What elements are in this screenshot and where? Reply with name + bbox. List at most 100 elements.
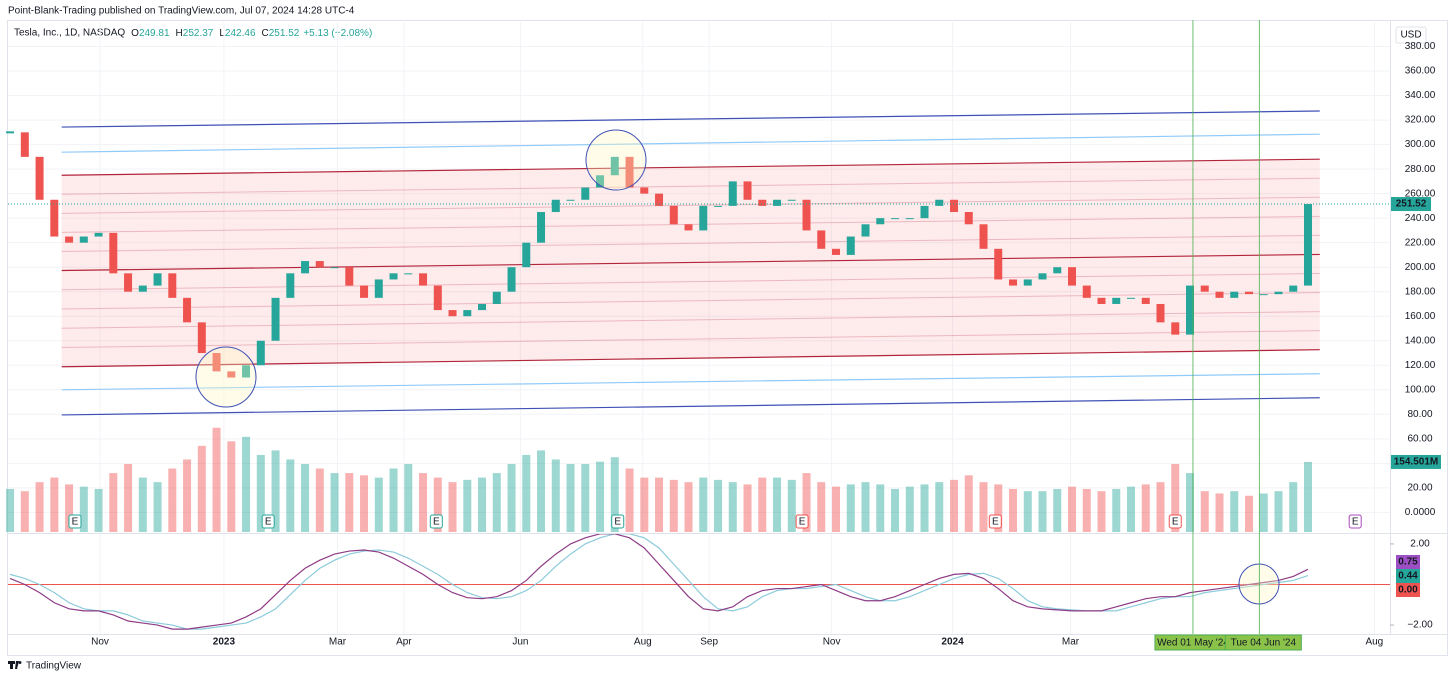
earnings-marker [795, 514, 809, 529]
volume-bar [345, 473, 354, 532]
volume-bar [330, 473, 339, 532]
osc-tick-label: −2.00 [1407, 620, 1433, 631]
y-tick-label: 200.00 [1405, 262, 1436, 273]
candle [404, 273, 413, 275]
candle [714, 205, 723, 207]
crosshair-label-box [1224, 634, 1302, 651]
x-tick-label: Mar [1062, 637, 1080, 648]
candle [876, 218, 885, 225]
volume-bar [374, 477, 383, 532]
candle [655, 193, 664, 206]
volume-bar [6, 488, 15, 532]
candle [640, 187, 649, 194]
candle [124, 273, 133, 292]
volume-bar [404, 464, 413, 532]
x-tick-label: Nov [823, 637, 841, 648]
y-tick-label: 320.00 [1405, 115, 1436, 126]
candle [212, 353, 221, 372]
y-tick-label: 180.00 [1405, 286, 1436, 297]
volume-bar [817, 482, 826, 532]
candle [1259, 294, 1268, 296]
candle [1009, 279, 1018, 286]
volume-bar [50, 477, 59, 532]
volume-bar [286, 459, 295, 532]
volume-bar [699, 477, 708, 532]
y-tick-label: 380.00 [1405, 41, 1436, 52]
logo: TradingView [8, 661, 82, 672]
currency-box[interactable] [1395, 26, 1427, 44]
volume-bar [1009, 488, 1018, 532]
y-tick-label: 120.00 [1405, 360, 1436, 371]
candle [197, 322, 206, 354]
x-tick-label: Apr [396, 637, 412, 648]
candle [1200, 285, 1209, 292]
channel-subline [61, 234, 1320, 252]
volume-bar [787, 479, 796, 532]
candle [610, 156, 619, 176]
candle [566, 199, 575, 201]
earnings-label: E [1172, 517, 1179, 528]
volume-bar [743, 484, 752, 532]
candle [1097, 297, 1106, 304]
volume-label: 154.501M [1394, 457, 1438, 468]
volume-bar [935, 482, 944, 532]
volume-bar [581, 464, 590, 532]
channel-line [61, 133, 1320, 153]
candle [964, 212, 973, 225]
candle [1289, 285, 1298, 292]
candle [227, 371, 236, 378]
candle [20, 132, 29, 157]
candle [802, 199, 811, 231]
x-tick-label: Aug [634, 637, 652, 648]
channel-subline [61, 292, 1320, 310]
candle [522, 242, 531, 268]
volume-bar [950, 479, 959, 532]
volume-bar [65, 484, 74, 532]
volume-bar [714, 479, 723, 532]
volume-bar [1156, 482, 1165, 532]
candle [684, 224, 693, 231]
volume-bar [610, 457, 619, 532]
x-tick-label: Jun [512, 637, 528, 648]
candle [1068, 267, 1077, 286]
y-tick-label: 60.00 [1407, 433, 1432, 444]
currency[interactable]: USD [1400, 30, 1421, 41]
y-tick-label: 340.00 [1405, 90, 1436, 101]
volume-bar [522, 454, 531, 532]
last-price-label: 251.52 [1396, 199, 1427, 210]
candle [492, 291, 501, 304]
legend: Tesla, Inc., 1D, NASDAQ O249.81 H252.37 L24… [14, 28, 372, 39]
earnings-label: E [614, 517, 621, 528]
volume-bar [1200, 491, 1209, 532]
ohlc-value: 251.52 [269, 28, 300, 39]
volume-bar [256, 454, 265, 532]
volume-bar [227, 441, 236, 532]
candle [271, 297, 280, 341]
candle [979, 224, 988, 249]
y-tick-label: 300.00 [1405, 139, 1436, 150]
osc-value-box [1396, 555, 1420, 569]
candle [994, 248, 1003, 280]
y-tick-label: 220.00 [1405, 237, 1436, 248]
volume-bar [861, 482, 870, 532]
candle [758, 199, 767, 206]
channel-subline [61, 311, 1320, 329]
candle [1053, 267, 1062, 274]
earnings-marker [68, 514, 82, 529]
y-tick-label: 360.00 [1405, 66, 1436, 77]
volume-bar [1303, 461, 1312, 532]
candle [138, 285, 147, 292]
frame [7, 20, 1448, 656]
candle [315, 261, 324, 268]
channel-subline [61, 330, 1320, 348]
last-price-box [1391, 197, 1431, 212]
zero-label: 0.00 [1398, 585, 1418, 596]
volume-bar [758, 477, 767, 532]
candle [50, 199, 59, 237]
volume-bar [1068, 486, 1077, 532]
ohlc-label: O [131, 28, 139, 39]
candle [1230, 291, 1239, 298]
candle [419, 273, 428, 286]
volume-bar [846, 484, 855, 532]
candle [1274, 291, 1283, 295]
